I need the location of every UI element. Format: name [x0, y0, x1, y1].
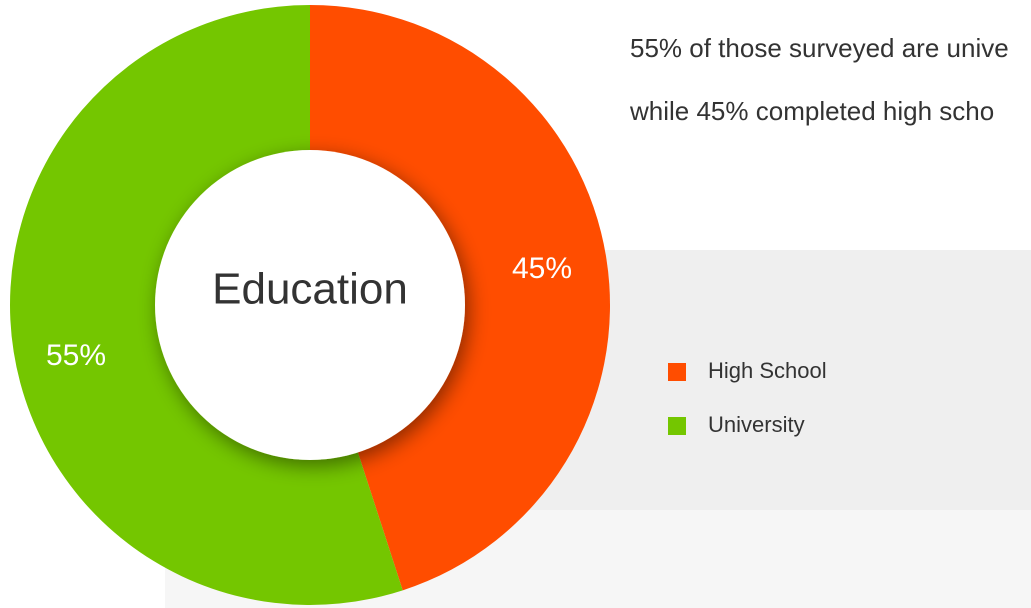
data-label: 55%	[46, 339, 106, 372]
annotation: 55% of those surveyed are unive	[630, 33, 1009, 63]
donut-hole	[155, 150, 465, 460]
legend-label: High School	[708, 358, 827, 383]
data-label: 45%	[512, 252, 572, 285]
legend-swatch	[668, 417, 686, 435]
legend-label: University	[708, 412, 805, 437]
annotation: while 45% completed high scho	[629, 96, 994, 126]
legend-swatch	[668, 363, 686, 381]
chart-title: Education	[212, 265, 408, 314]
